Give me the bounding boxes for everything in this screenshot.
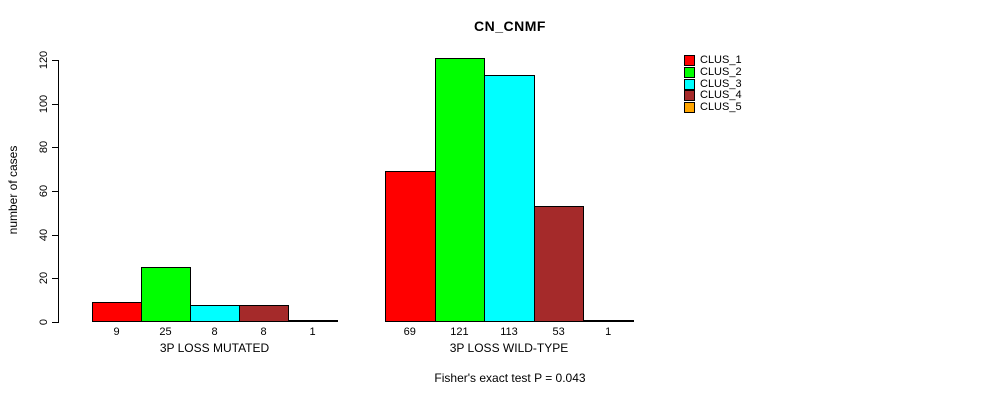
bar-clus_5-group1 [288,319,338,322]
legend-swatch-clus_1 [684,55,695,67]
y-tick-label: 40 [38,228,50,241]
bar-clus_5-group2 [583,319,634,322]
y-axis-label: number of cases [6,145,20,235]
bar-value-label: 121 [450,326,469,338]
y-tick-label: 100 [38,94,50,113]
legend-label: CLUS_3 [700,77,742,90]
bar-clus_1-group2 [385,171,436,322]
legend-item-clus_2: CLUS_2 [684,67,742,79]
legend-swatch-clus_5 [684,102,695,114]
x-category-label: 3P LOSS WILD-TYPE [449,341,569,355]
y-tick-label: 120 [38,50,50,70]
y-tick-mark [52,60,58,61]
y-tick-mark [52,322,58,323]
y-tick-mark [52,191,58,192]
bar-clus_4-group1 [239,304,289,322]
legend-label: CLUS_4 [700,89,742,102]
chart-title: CN_CNMF [474,18,546,34]
legend-item-clus_4: CLUS_4 [684,90,742,102]
legend-swatch-clus_4 [684,90,695,102]
y-axis-line [58,60,59,323]
bar-clus_3-group2 [484,75,535,322]
legend-label: CLUS_5 [700,101,742,114]
y-tick-label: 80 [38,141,50,154]
y-tick-label: 0 [38,318,50,326]
y-tick-mark [52,278,58,280]
y-tick-label: 20 [38,272,50,285]
y-tick-mark [52,234,58,236]
bar-clus_2-group1 [141,267,191,322]
bar-value-label: 25 [159,326,172,338]
fisher-test-annotation: Fisher's exact test P = 0.043 [434,371,586,385]
x-category-label: 3P LOSS MUTATED [159,341,270,355]
legend-item-clus_5: CLUS_5 [684,102,742,114]
bar-value-label: 8 [260,326,267,338]
y-tick-mark [52,147,58,149]
bar-value-label: 9 [113,326,120,338]
bar-clus_1-group1 [92,302,142,322]
legend-label: CLUS_2 [700,66,742,79]
legend-swatch-clus_2 [684,67,695,79]
bar-clus_2-group2 [434,57,486,322]
bar-value-label: 69 [403,326,416,338]
bar-value-label: 8 [211,326,218,338]
legend-label: CLUS_1 [700,54,742,67]
legend: CLUS_1 CLUS_2 CLUS_3 CLUS_4 CLUS_5 [684,55,742,114]
bar-clus_3-group1 [190,304,240,322]
bar-value-label: 1 [309,326,316,338]
bar-clus_4-group2 [533,206,585,322]
bar-value-label: 113 [500,326,518,338]
legend-item-clus_3: CLUS_3 [684,78,742,90]
bar-value-label: 53 [552,326,565,338]
y-tick-mark [52,103,58,105]
bar-value-label: 1 [605,326,612,338]
legend-swatch-clus_3 [684,78,695,90]
legend-item-clus_1: CLUS_1 [684,55,742,67]
y-tick-label: 60 [38,184,50,198]
